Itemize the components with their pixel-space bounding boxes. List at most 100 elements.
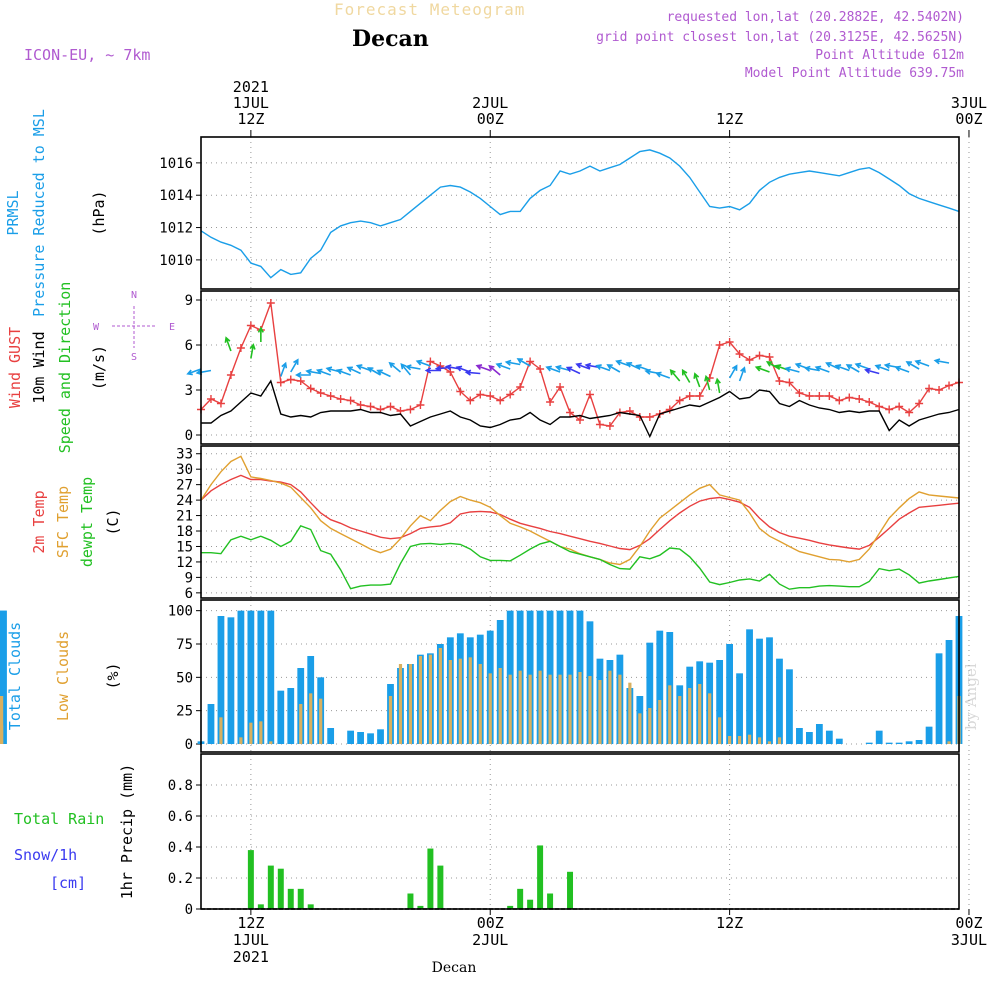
- low-cloud-bar: [737, 736, 742, 744]
- wind-arrow-shaft: [290, 358, 299, 373]
- wind-arrow-shaft: [854, 362, 870, 370]
- low-cloud-bar: [299, 704, 303, 744]
- low-cloud-bar: [538, 670, 542, 744]
- gust-marker: [765, 353, 774, 361]
- wind-arrow: [914, 359, 930, 367]
- y-tick-label: 21: [176, 509, 193, 525]
- wind-arrow-shaft: [366, 367, 381, 376]
- wind-arrow-shaft: [346, 366, 361, 375]
- low-cloud-bar: [219, 717, 223, 744]
- low-cloud-bar: [598, 680, 602, 744]
- low-cloud-bar: [708, 693, 712, 744]
- gust-marker: [266, 299, 275, 307]
- low-cloud-bar: [508, 674, 512, 744]
- rain-bar: [527, 899, 534, 909]
- gust-marker: [576, 416, 584, 424]
- gust-marker: [336, 395, 345, 403]
- wind-arrow: [834, 364, 850, 372]
- wind-arrow: [905, 361, 920, 370]
- panel-frame-clouds: [200, 599, 960, 753]
- wind-arrow-shaft: [488, 364, 501, 376]
- total-cloud-bar: [646, 642, 654, 744]
- y-tick-label: 9: [185, 570, 193, 586]
- wind-arrow-shaft: [516, 358, 531, 367]
- wind-arrow-shaft: [495, 362, 511, 370]
- gust-marker: [675, 396, 684, 405]
- app-title: Forecast Meteogram: [334, 0, 526, 19]
- wind-arrow-shaft: [784, 366, 800, 373]
- gust-marker: [386, 402, 395, 411]
- gust-marker: [585, 390, 594, 399]
- low-cloud-bar: [398, 664, 403, 744]
- wind-arrow-shaft: [693, 372, 701, 388]
- low-cloud-bar: [757, 737, 762, 744]
- total-cloud-bar: [796, 728, 803, 744]
- total-cloud-bar: [267, 610, 275, 744]
- y-tick-label: 0: [185, 428, 193, 444]
- total-cloud-bar: [367, 733, 374, 744]
- wind-arrow: [704, 374, 711, 391]
- wind-arrow: [565, 366, 581, 375]
- total-cloud-bar: [905, 741, 913, 744]
- wind-arrow: [280, 361, 288, 377]
- gust-marker: [715, 341, 724, 349]
- wind-arrow-shaft: [754, 365, 770, 373]
- wind-arrow-shaft: [606, 364, 621, 373]
- gust-marker: [496, 396, 505, 405]
- wind-arrow: [195, 369, 212, 376]
- gust-marker: [356, 401, 365, 409]
- rain-bar: [567, 871, 574, 909]
- top-time-label: 3JUL: [951, 94, 987, 112]
- compass-cross: [112, 306, 156, 348]
- wind-arrow-shaft: [565, 366, 581, 375]
- low-cloud-bar: [568, 674, 572, 744]
- low-cloud-bar: [947, 741, 951, 744]
- gust-marker: [316, 389, 325, 397]
- y-tick-label: 0.2: [168, 871, 193, 887]
- low-cloud-bar: [458, 658, 462, 744]
- gust-marker: [695, 392, 704, 400]
- gust-marker: [536, 365, 545, 373]
- wind-arrow-shaft: [280, 361, 288, 377]
- total-cloud-bar: [766, 637, 773, 744]
- rain-bar: [257, 904, 264, 909]
- y-tick-label: 18: [176, 524, 193, 540]
- wind-arrow: [854, 362, 870, 370]
- wind-arrow-shaft: [728, 364, 738, 379]
- gust-marker: [296, 377, 305, 385]
- y-tick-label: 0: [185, 902, 193, 918]
- wind-arrow-shaft: [400, 362, 412, 376]
- gust-marker: [745, 356, 754, 364]
- top-time-label: 00Z: [955, 110, 982, 128]
- wind-arrow: [606, 364, 621, 373]
- series-line-sfc: [200, 455, 960, 566]
- gust-marker: [206, 395, 215, 403]
- total-cloud-bar: [237, 610, 245, 744]
- wind-arrow: [864, 367, 880, 375]
- gust-marker: [785, 378, 794, 387]
- panel-frame-wind: [200, 290, 960, 445]
- wind-arrow: [681, 368, 691, 383]
- panel-frame-temperature: [200, 445, 960, 599]
- axis-label: (m/s): [90, 345, 108, 390]
- rain-bar: [287, 888, 294, 909]
- wind-arrow-shaft: [295, 371, 311, 379]
- rain-bar: [247, 850, 254, 909]
- wind-arrow-shaft: [404, 364, 421, 371]
- wind-arrow-shaft: [933, 358, 950, 365]
- wind-arrow-shaft: [845, 364, 860, 373]
- wind-arrow-shaft: [814, 365, 830, 373]
- wind-arrow: [315, 368, 331, 376]
- total-cloud-bar: [656, 630, 664, 744]
- axis-label: Low Clouds: [54, 631, 72, 721]
- y-tick-label: 0.8: [168, 778, 193, 794]
- axis-label: 2m Temp: [30, 490, 48, 553]
- wind-arrow: [376, 369, 391, 378]
- total-cloud-bar: [875, 730, 883, 744]
- low-cloud-bar: [0, 696, 4, 744]
- gust-marker: [406, 405, 415, 414]
- wind-arrow-shaft: [905, 361, 920, 370]
- wind-arrow: [257, 326, 264, 342]
- total-cloud-bar: [815, 724, 823, 744]
- y-tick-label: 100: [168, 604, 193, 620]
